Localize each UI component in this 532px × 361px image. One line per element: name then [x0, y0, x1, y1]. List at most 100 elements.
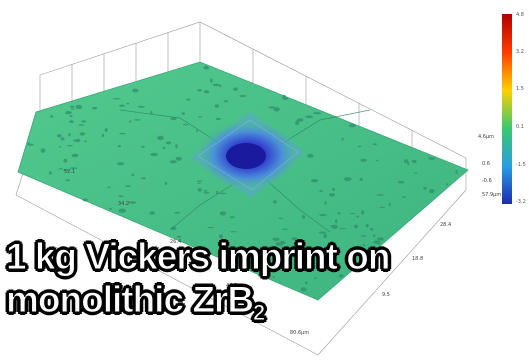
grain-spot	[229, 216, 235, 219]
grain-spot	[164, 181, 168, 185]
grain-spot	[63, 158, 68, 163]
grain-spot	[173, 211, 181, 214]
grain-spot	[314, 277, 317, 280]
grain-spot	[203, 90, 210, 94]
colorbar-label-3: 0.1	[516, 124, 524, 130]
grain-spot	[196, 182, 201, 184]
grain-spot	[324, 201, 327, 205]
grain-spot	[219, 192, 227, 195]
grain-spot	[375, 159, 379, 162]
grain-spot	[118, 208, 127, 213]
colorbar-label-4: -1.5	[516, 162, 526, 168]
grain-spot	[149, 211, 155, 215]
grain-spot	[257, 273, 263, 277]
grain-spot	[57, 134, 62, 138]
grain-spot	[176, 235, 182, 238]
grain-spot	[361, 210, 365, 215]
grain-spot	[360, 158, 367, 162]
grain-spot	[310, 179, 319, 183]
grain-spot	[84, 140, 87, 143]
grain-spot	[376, 194, 385, 196]
grain-spot	[81, 120, 87, 123]
grain-spot	[119, 132, 126, 135]
grain-spot	[128, 201, 137, 204]
grain-spot	[198, 116, 203, 118]
grain-spot	[150, 111, 153, 115]
grain-spot	[210, 78, 213, 83]
tick-left-2: 26.4	[170, 239, 181, 245]
grain-spot	[332, 187, 335, 192]
grain-spot	[212, 83, 220, 87]
grain-spot	[117, 145, 121, 148]
grain-spot	[162, 146, 166, 150]
grain-spot	[343, 177, 352, 182]
grain-spot	[272, 275, 275, 279]
grain-spot	[132, 88, 139, 93]
grain-spot	[429, 189, 435, 194]
tick-right-4: 28.4	[440, 222, 451, 228]
grain-spot	[349, 266, 356, 268]
grain-spot	[423, 186, 427, 190]
colorbar-label-1: 3.2	[516, 49, 524, 55]
grain-spot	[377, 241, 381, 245]
grain-spot	[40, 148, 46, 153]
grain-spot	[428, 157, 435, 160]
grain-spot	[401, 196, 406, 198]
grain-spot	[323, 233, 328, 239]
grain-spot	[170, 117, 177, 121]
grain-spot	[68, 133, 71, 137]
grain-spot	[175, 156, 182, 161]
grain-spot	[279, 240, 286, 245]
grain-spot	[75, 104, 83, 110]
grain-spot	[338, 228, 347, 230]
grain-spot	[300, 287, 307, 292]
grain-spot	[307, 153, 314, 158]
tick-right-1: 0.6	[482, 161, 490, 167]
grain-spot	[186, 98, 191, 101]
grain-spot	[169, 160, 177, 164]
grain-spot	[131, 173, 135, 177]
tick-left-1: 34.2	[118, 201, 129, 207]
grain-spot	[373, 234, 376, 238]
grain-spot	[75, 138, 81, 143]
grain-spot	[294, 123, 300, 125]
grain-spot	[291, 237, 298, 241]
grain-spot	[215, 117, 221, 121]
grain-spot	[376, 237, 384, 241]
grain-spot	[282, 228, 288, 230]
grain-spot	[233, 87, 238, 91]
grain-spot	[203, 189, 208, 192]
grain-spot	[218, 234, 223, 239]
colorbar-label-0: 4.8	[516, 12, 524, 18]
grain-spot	[362, 244, 366, 247]
grain-spot	[58, 146, 61, 148]
grain-spot	[104, 128, 108, 132]
tick-right-6: 9.5	[382, 292, 390, 298]
grain-spot	[69, 115, 73, 118]
grain-spot	[118, 104, 125, 107]
tick-right-2: -0.6	[482, 178, 492, 184]
grain-spot	[338, 273, 344, 278]
grain-spot	[411, 159, 417, 164]
caption-line-2: monolithic ZrB2	[5, 278, 389, 325]
grain-spot	[301, 215, 306, 219]
grain-spot	[203, 65, 209, 70]
tick-left-3: 44.3	[226, 283, 237, 289]
grain-spot	[278, 217, 284, 219]
grain-spot	[255, 256, 263, 259]
grain-spot	[65, 111, 72, 115]
grain-spot	[165, 141, 172, 145]
grain-spot	[328, 193, 336, 197]
grain-spot	[403, 159, 409, 164]
tick-right-3: 57.9µm	[482, 192, 501, 198]
color-scale-bar	[502, 14, 512, 204]
grain-spot	[268, 106, 276, 109]
grain-spot	[157, 135, 164, 141]
grain-spot	[349, 212, 356, 215]
grain-spot	[109, 207, 112, 210]
grain-spot	[214, 104, 220, 108]
grain-spot	[397, 180, 405, 184]
grain-spot	[27, 142, 31, 146]
grain-spot	[195, 129, 198, 133]
grain-spot	[216, 190, 219, 195]
